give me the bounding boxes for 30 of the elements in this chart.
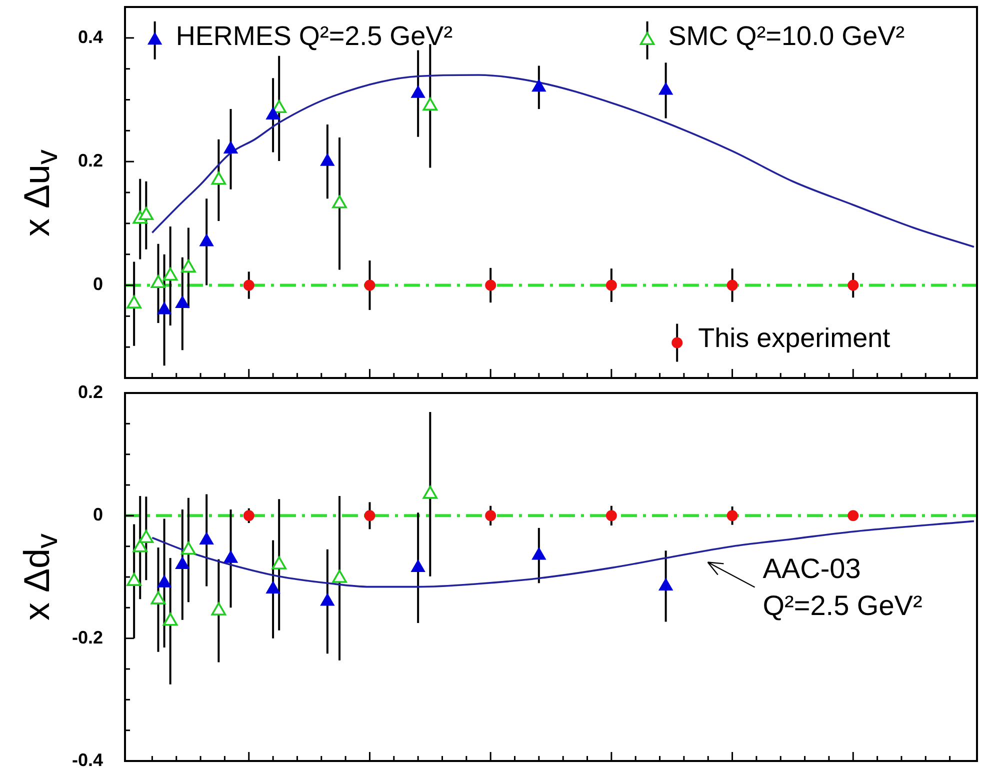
y-tick-label: 0: [92, 504, 103, 525]
y-tick-label: 0.4: [78, 26, 103, 47]
point: [411, 86, 426, 98]
y-tick-label: 0.2: [78, 150, 103, 171]
point: [211, 172, 226, 185]
point: [658, 82, 673, 95]
point: [320, 154, 334, 166]
point: [138, 206, 154, 220]
legend-label: SMC Q²=10.0 GeV²: [668, 20, 905, 51]
point: [126, 295, 142, 308]
point: [181, 260, 196, 273]
point: [532, 79, 546, 92]
y-tick-label: 0: [92, 274, 103, 294]
point: [422, 98, 438, 111]
line-series: [151, 74, 975, 248]
legend-label: This experiment: [698, 323, 891, 354]
point: [150, 274, 166, 288]
annotation: AAC-03 Q²=2.5 GeV²: [762, 553, 922, 621]
legend-label: HERMES Q²=2.5 GeV²: [176, 20, 453, 51]
y-tick-label: -0.4: [72, 750, 103, 770]
y-tick-label: 0.2: [78, 382, 103, 402]
point: [157, 302, 172, 314]
y-tick-label: -0.2: [72, 627, 103, 648]
point: [224, 141, 238, 154]
point: [175, 296, 190, 308]
point: [272, 100, 286, 114]
point: [200, 234, 214, 246]
point: [332, 195, 347, 208]
point: [162, 268, 178, 281]
point: [266, 107, 280, 120]
